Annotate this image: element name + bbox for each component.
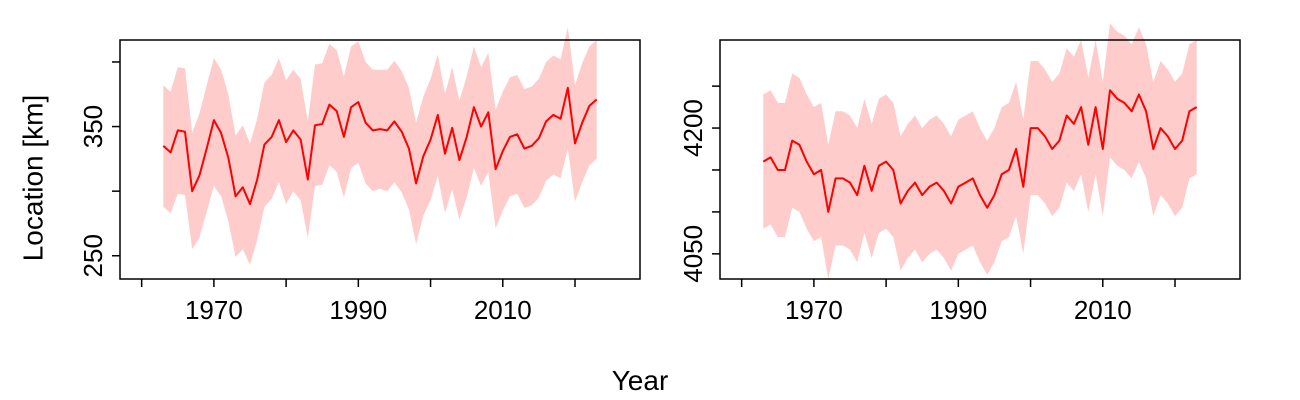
series-line bbox=[762, 89, 1198, 213]
y-axis-title: Location [km] bbox=[17, 95, 48, 262]
x-tick-label: 1970 bbox=[785, 295, 843, 325]
x-tick-label: 1990 bbox=[329, 295, 387, 325]
x-tick-label: 2010 bbox=[1074, 295, 1132, 325]
y-tick-label: 4200 bbox=[678, 99, 708, 157]
y-tick-label: 350 bbox=[78, 105, 108, 148]
plot-frame bbox=[719, 39, 1241, 280]
left-panel: 1970 1990 2010 250 350 bbox=[78, 27, 641, 325]
confidence-band bbox=[163, 27, 597, 265]
confidence-band bbox=[763, 23, 1197, 280]
plot-frame bbox=[119, 39, 641, 280]
x-tick-label: 1970 bbox=[185, 295, 243, 325]
y-tick-label: 4050 bbox=[678, 225, 708, 283]
series-line bbox=[162, 86, 598, 206]
y-tick-label: 250 bbox=[78, 234, 108, 277]
x-axis-title: Year bbox=[612, 365, 669, 396]
x-tick-label: 1990 bbox=[929, 295, 987, 325]
right-panel: 1970 1990 2010 4050 4200 bbox=[678, 23, 1241, 325]
x-tick-label: 2010 bbox=[474, 295, 532, 325]
